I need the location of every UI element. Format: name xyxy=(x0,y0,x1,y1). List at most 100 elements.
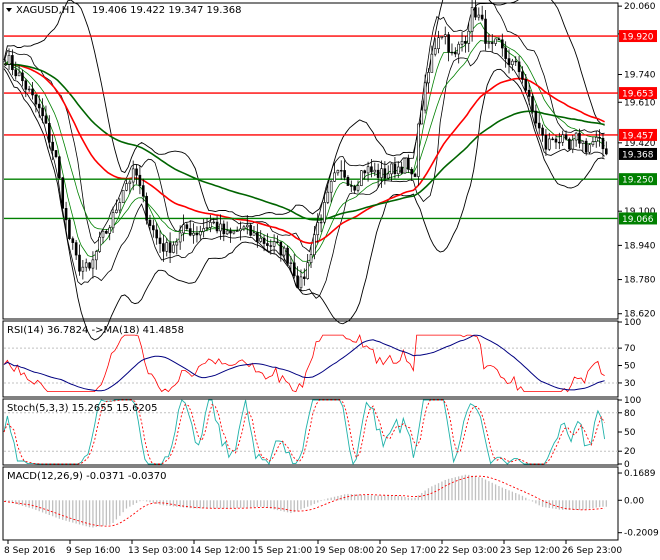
candle-body xyxy=(37,103,41,109)
time-tick-label: 26 Sep 23:00 xyxy=(562,546,622,556)
candle-body xyxy=(31,88,34,96)
candle-body xyxy=(571,139,575,150)
candle-body xyxy=(185,224,189,229)
candle-body xyxy=(98,236,101,252)
candle-body xyxy=(205,227,209,229)
candle-body xyxy=(209,221,212,228)
candle-body xyxy=(145,195,148,221)
candle-body xyxy=(68,219,71,239)
time-tick-label: 9 Sep 16:00 xyxy=(66,546,121,556)
candle-body xyxy=(125,183,128,191)
candle-body xyxy=(336,170,340,174)
price-ohlc: 19.406 19.422 19.347 19.368 xyxy=(92,5,242,16)
candle-body xyxy=(155,229,158,239)
price-tick-label: 19.610 xyxy=(624,98,656,108)
candle-body xyxy=(564,134,568,140)
candle-body xyxy=(470,7,474,32)
candle-body xyxy=(521,71,524,80)
candle-body xyxy=(373,169,377,173)
candle-body xyxy=(494,38,497,44)
candle-body xyxy=(329,181,333,193)
macd-title: MACD(12,26,9) -0.0371 -0.0370 xyxy=(7,471,167,482)
bollinger-lower xyxy=(3,68,605,341)
ma-medium-line xyxy=(3,40,605,262)
candle-body xyxy=(544,134,548,150)
candle-body xyxy=(128,181,132,184)
level-lines xyxy=(4,35,618,220)
level-tag-label: 19.920 xyxy=(622,33,654,43)
candle-body xyxy=(554,138,558,143)
time-tick-label: 23 Sep 12:00 xyxy=(500,546,560,556)
candle-body xyxy=(514,60,518,63)
price-panel-frame xyxy=(2,2,619,320)
candle-body xyxy=(256,232,259,242)
candle-body xyxy=(517,61,521,73)
candle-body xyxy=(410,168,414,175)
candle-body xyxy=(192,232,195,236)
candle-body xyxy=(14,69,18,77)
candle-body xyxy=(430,53,434,73)
candle-body xyxy=(437,37,440,50)
candle-body xyxy=(363,170,367,174)
candle-body xyxy=(188,228,192,236)
time-tick-label: 20 Sep 17:00 xyxy=(376,546,436,556)
level-tag xyxy=(619,173,657,186)
candle-body xyxy=(27,88,31,91)
bollinger-bands xyxy=(3,0,605,341)
candle-body xyxy=(306,262,309,279)
candle-body xyxy=(41,107,44,117)
candle-body xyxy=(21,72,24,82)
time-tick-label: 13 Sep 03:00 xyxy=(128,546,188,556)
candle-body xyxy=(138,174,142,186)
candle-body xyxy=(323,202,326,223)
candle-body xyxy=(225,230,229,235)
candle-body xyxy=(252,232,256,236)
time-tick-label: 14 Sep 12:00 xyxy=(190,546,250,556)
candle-body xyxy=(480,14,484,20)
candle-body xyxy=(11,55,14,71)
candle-body xyxy=(141,185,145,197)
time-tick-label: 22 Sep 03:00 xyxy=(438,546,498,556)
candle-body xyxy=(457,43,460,55)
candle-body xyxy=(175,241,179,246)
bollinger-upper xyxy=(3,0,605,218)
candle-body xyxy=(245,224,249,228)
candle-body xyxy=(349,185,353,187)
candle-body xyxy=(319,221,323,224)
price-panel: 20.06019.93019.74019.61019.42019.10018.9… xyxy=(2,0,657,341)
price-tick-label: 18.780 xyxy=(624,276,656,286)
candle-body xyxy=(61,177,65,209)
candle-body xyxy=(581,140,585,144)
collapse-triangle-icon[interactable] xyxy=(6,8,12,12)
candle-body xyxy=(202,228,205,232)
time-tick-label: 15 Sep 21:00 xyxy=(252,546,312,556)
candle-body xyxy=(504,47,507,59)
candle-body xyxy=(443,34,447,37)
candle-body xyxy=(524,79,528,91)
candle-body xyxy=(74,242,78,256)
candle-body xyxy=(7,55,11,65)
candle-body xyxy=(454,51,457,55)
rsi-tick-label: 50 xyxy=(624,362,636,372)
inner-band-lower xyxy=(3,50,605,299)
candle-body xyxy=(584,140,588,153)
candle-body xyxy=(339,170,343,172)
level-tag-label: 19.066 xyxy=(622,215,654,225)
candle-body xyxy=(561,134,565,143)
candle-body xyxy=(407,157,410,170)
candle-body xyxy=(84,262,88,268)
candle-body xyxy=(527,89,531,97)
candle-body xyxy=(497,38,501,41)
candle-body xyxy=(376,169,380,178)
candle-body xyxy=(326,191,330,203)
candle-body xyxy=(24,80,28,90)
price-tick-label: 18.940 xyxy=(624,241,656,251)
price-tick-label: 18.620 xyxy=(624,310,656,320)
candle-body xyxy=(464,40,467,44)
stoch-lines xyxy=(3,399,606,466)
stoch-tick-label: 0 xyxy=(624,460,630,470)
candle-body xyxy=(81,266,85,272)
candle-body xyxy=(484,18,487,44)
rsi-title: RSI(14) 36.7824 ->MA(18) 41.4858 xyxy=(7,325,184,336)
candle-body xyxy=(91,259,95,269)
